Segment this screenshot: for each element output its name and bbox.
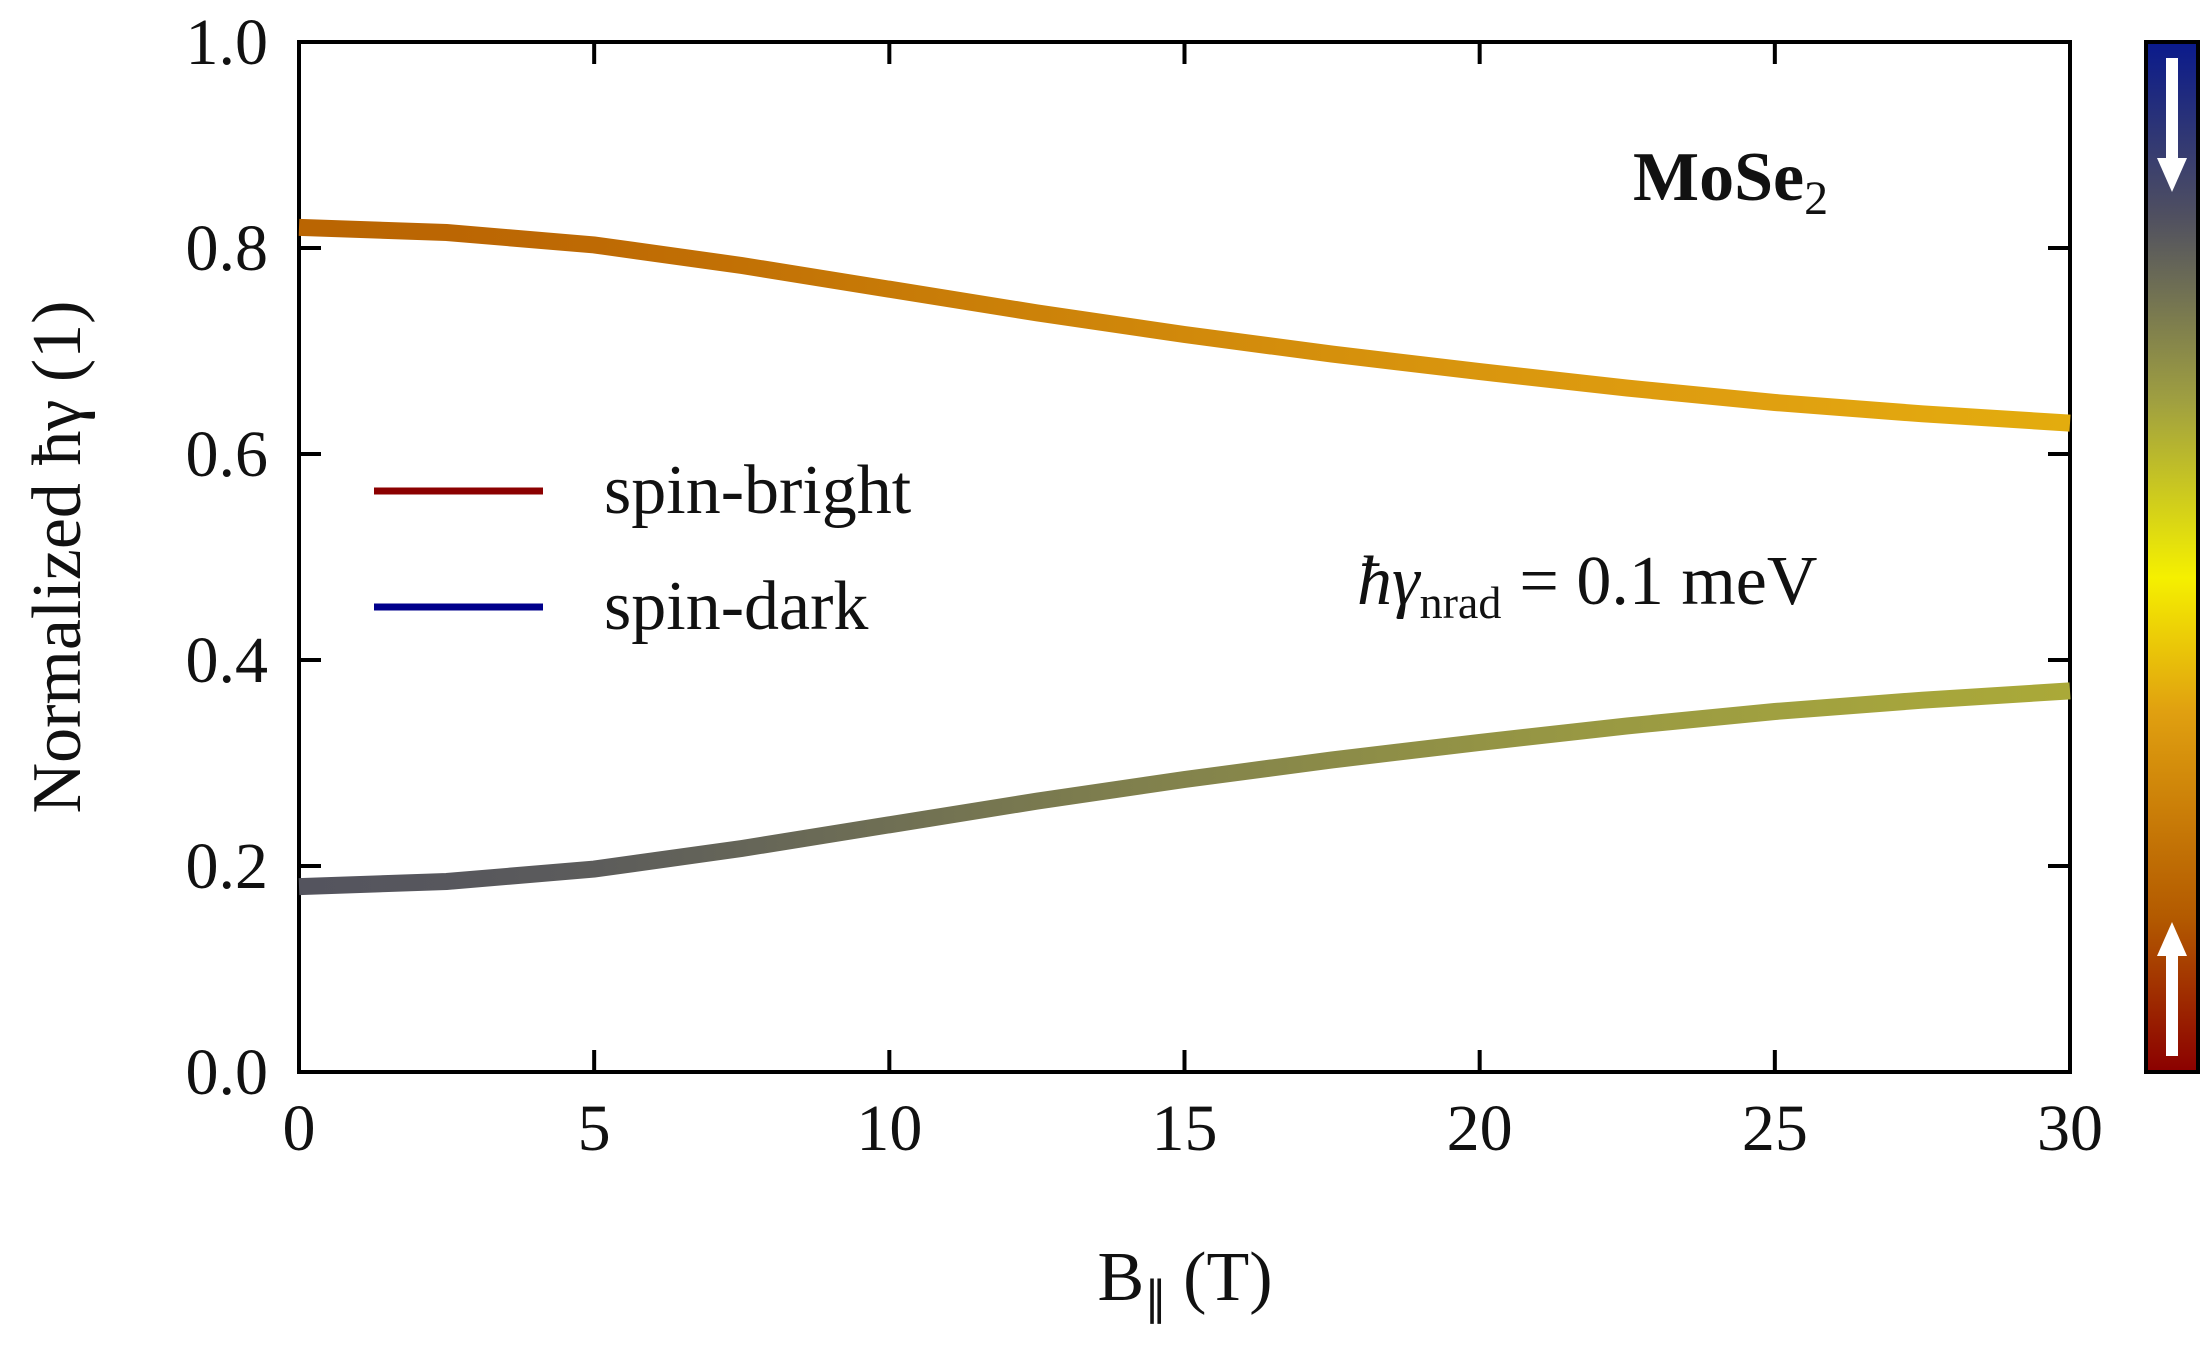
y-tick-label: 0.4 bbox=[186, 624, 269, 697]
x-tick-label: 20 bbox=[1447, 1092, 1513, 1165]
x-label-subscript: ∥ bbox=[1144, 1273, 1167, 1324]
colorbar-arrows bbox=[2157, 58, 2187, 1056]
legend-label: spin-bright bbox=[604, 452, 912, 529]
y-tick-label: 0.6 bbox=[186, 418, 269, 491]
x-tick-label: 10 bbox=[856, 1092, 922, 1165]
title-subscript: 2 bbox=[1804, 172, 1828, 225]
x-axis-label: B∥ (T) bbox=[1097, 1239, 1272, 1324]
annotation-symbol: ħγ bbox=[1357, 543, 1422, 620]
legend-label: spin-dark bbox=[604, 568, 868, 645]
series-line bbox=[298, 682, 2071, 896]
annotation-text: = 0.1 meV bbox=[1519, 543, 1817, 620]
x-tick-label: 30 bbox=[2037, 1092, 2103, 1165]
x-tick-label: 15 bbox=[1152, 1092, 1218, 1165]
y-tick-label: 0.0 bbox=[186, 1036, 269, 1109]
x-tick-label: 5 bbox=[578, 1092, 611, 1165]
series-line bbox=[298, 218, 2071, 432]
annotation-subscript: nrad bbox=[1420, 577, 1502, 628]
chart-title: MoSe2 bbox=[1633, 139, 1828, 225]
title-text: MoSe bbox=[1633, 139, 1804, 216]
x-label-text: B bbox=[1097, 1239, 1144, 1316]
colorbar bbox=[2144, 40, 2200, 1074]
y-axis-label: Normalized ħγ (1) bbox=[19, 301, 96, 814]
y-tick-label: 0.2 bbox=[186, 830, 269, 903]
x-tick-label: 0 bbox=[283, 1092, 316, 1165]
x-label-unit: (T) bbox=[1183, 1239, 1272, 1316]
x-tick-label: 25 bbox=[1742, 1092, 1808, 1165]
annotation: ħγnrad = 0.1 meV bbox=[1357, 543, 1817, 628]
y-tick-label: 1.0 bbox=[186, 6, 269, 79]
y-tick-label: 0.8 bbox=[186, 212, 269, 285]
